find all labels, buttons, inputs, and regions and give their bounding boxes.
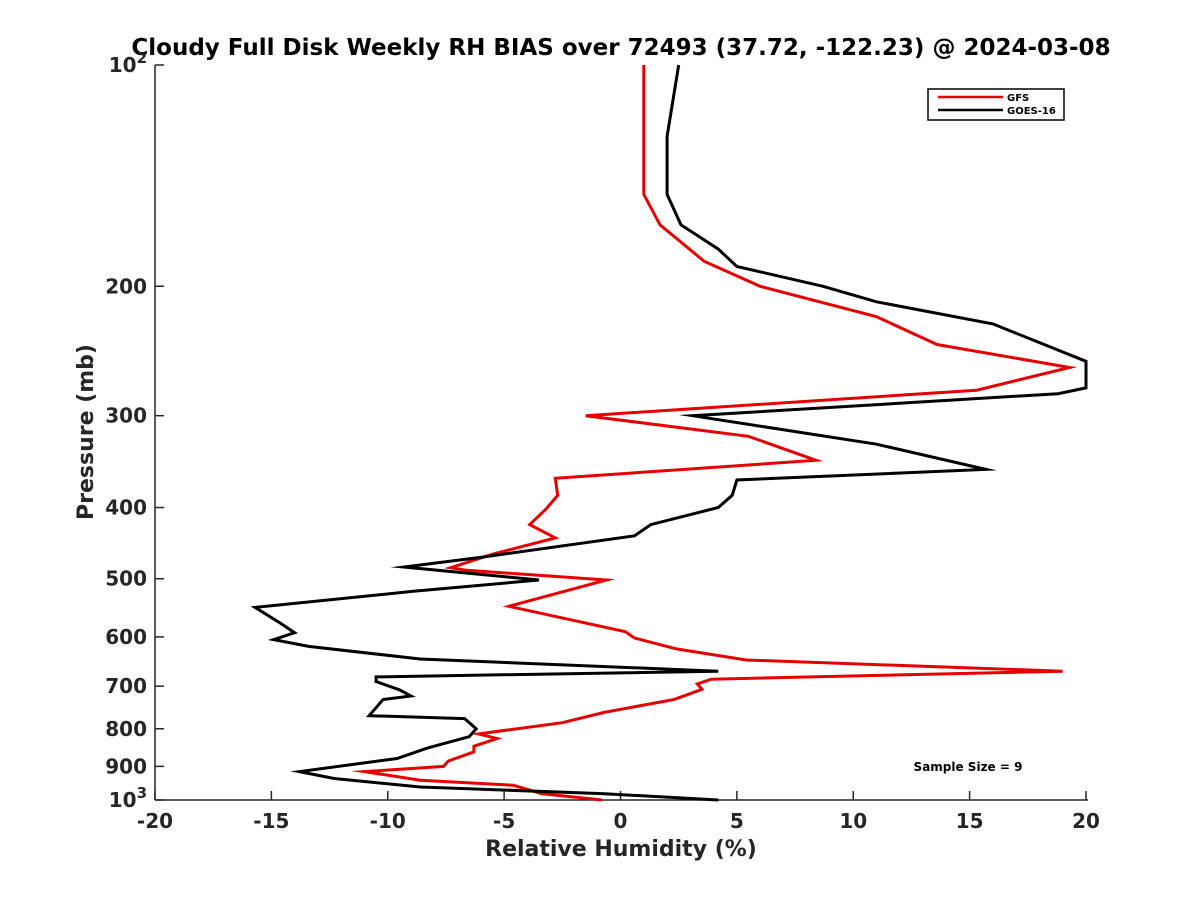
- x-tick-label: 20: [1072, 809, 1100, 833]
- x-tick-label: -5: [493, 809, 515, 833]
- x-tick-label: 15: [956, 809, 984, 833]
- x-tick-label: 5: [730, 809, 744, 833]
- y-axis-label: Pressure (mb): [74, 344, 99, 520]
- y-tick-label: 103: [109, 784, 147, 812]
- x-tick-label: -15: [253, 809, 289, 833]
- series-line-gfs: [350, 65, 1078, 802]
- y-tick-label: 400: [105, 496, 147, 520]
- x-tick-label: -20: [137, 809, 173, 833]
- chart-title: Cloudy Full Disk Weekly RH BIAS over 724…: [131, 35, 1110, 61]
- y-tick-exponent: 2: [137, 49, 147, 67]
- x-axis-label: Relative Humidity (%): [485, 837, 757, 862]
- y-tick-label: 200: [105, 274, 147, 298]
- legend-label-gfs: GFS: [1007, 93, 1029, 104]
- y-tick-label: 700: [105, 674, 147, 698]
- series-layer: [250, 64, 1088, 802]
- x-tick-label: 0: [614, 809, 628, 833]
- legend-box: [927, 88, 1065, 121]
- x-tick-label: -10: [370, 809, 406, 833]
- y-tick-base: 10: [109, 53, 137, 77]
- legend: GFS GOES-16: [927, 88, 1065, 121]
- y-tick-label: 300: [105, 404, 147, 428]
- x-tick-label: 10: [839, 809, 867, 833]
- series-line-goes16: [250, 64, 1088, 802]
- legend-label-goes16: GOES-16: [1007, 106, 1056, 117]
- y-tick-label: 900: [105, 754, 147, 778]
- y-tick-label: 102: [109, 49, 147, 77]
- x-axis-ticks: -20 -15 -10 -5 0 5 10 15 20: [137, 791, 1100, 833]
- y-tick-exponent: 3: [137, 784, 147, 802]
- y-tick-label: 500: [105, 567, 147, 591]
- y-tick-base: 10: [109, 788, 137, 812]
- y-tick-label: 800: [105, 717, 147, 741]
- y-tick-label: 600: [105, 625, 147, 649]
- sample-size-annotation: Sample Size = 9: [914, 760, 1023, 774]
